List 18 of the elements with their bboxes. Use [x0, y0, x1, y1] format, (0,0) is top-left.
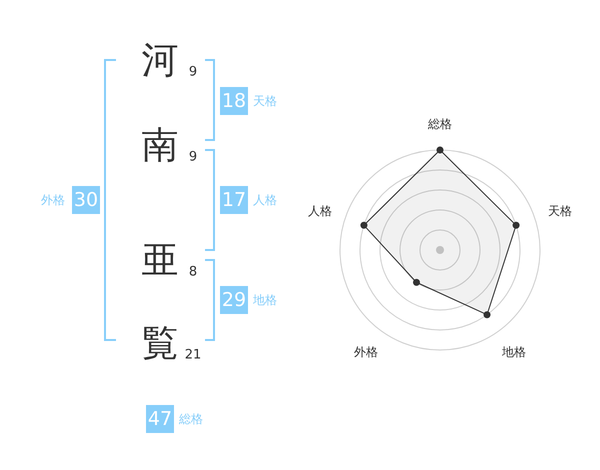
category-label: 覧 [142, 322, 178, 364]
category-label: 亜 [142, 238, 178, 282]
data-label: 9 [188, 64, 198, 80]
spoke-label: 天格 [548, 204, 572, 218]
category-label: 南 [142, 124, 178, 166]
text: 17 人格 [222, 189, 277, 211]
text: 47 総格 [148, 408, 203, 430]
spoke-label: 総格 [427, 117, 452, 131]
data-label: 9 [188, 150, 198, 164]
spoke-label: 人格 [308, 204, 332, 218]
text: 29 地格 [222, 289, 277, 311]
data-label: 8 [188, 264, 198, 280]
text: 外格 30 [41, 189, 98, 211]
data-label: 21 [184, 348, 202, 362]
category-label: 河 [142, 38, 178, 82]
text: 18 天格 [222, 90, 277, 112]
spoke-label: 地格 [501, 344, 526, 359]
spoke-label: 外格 [354, 344, 378, 359]
